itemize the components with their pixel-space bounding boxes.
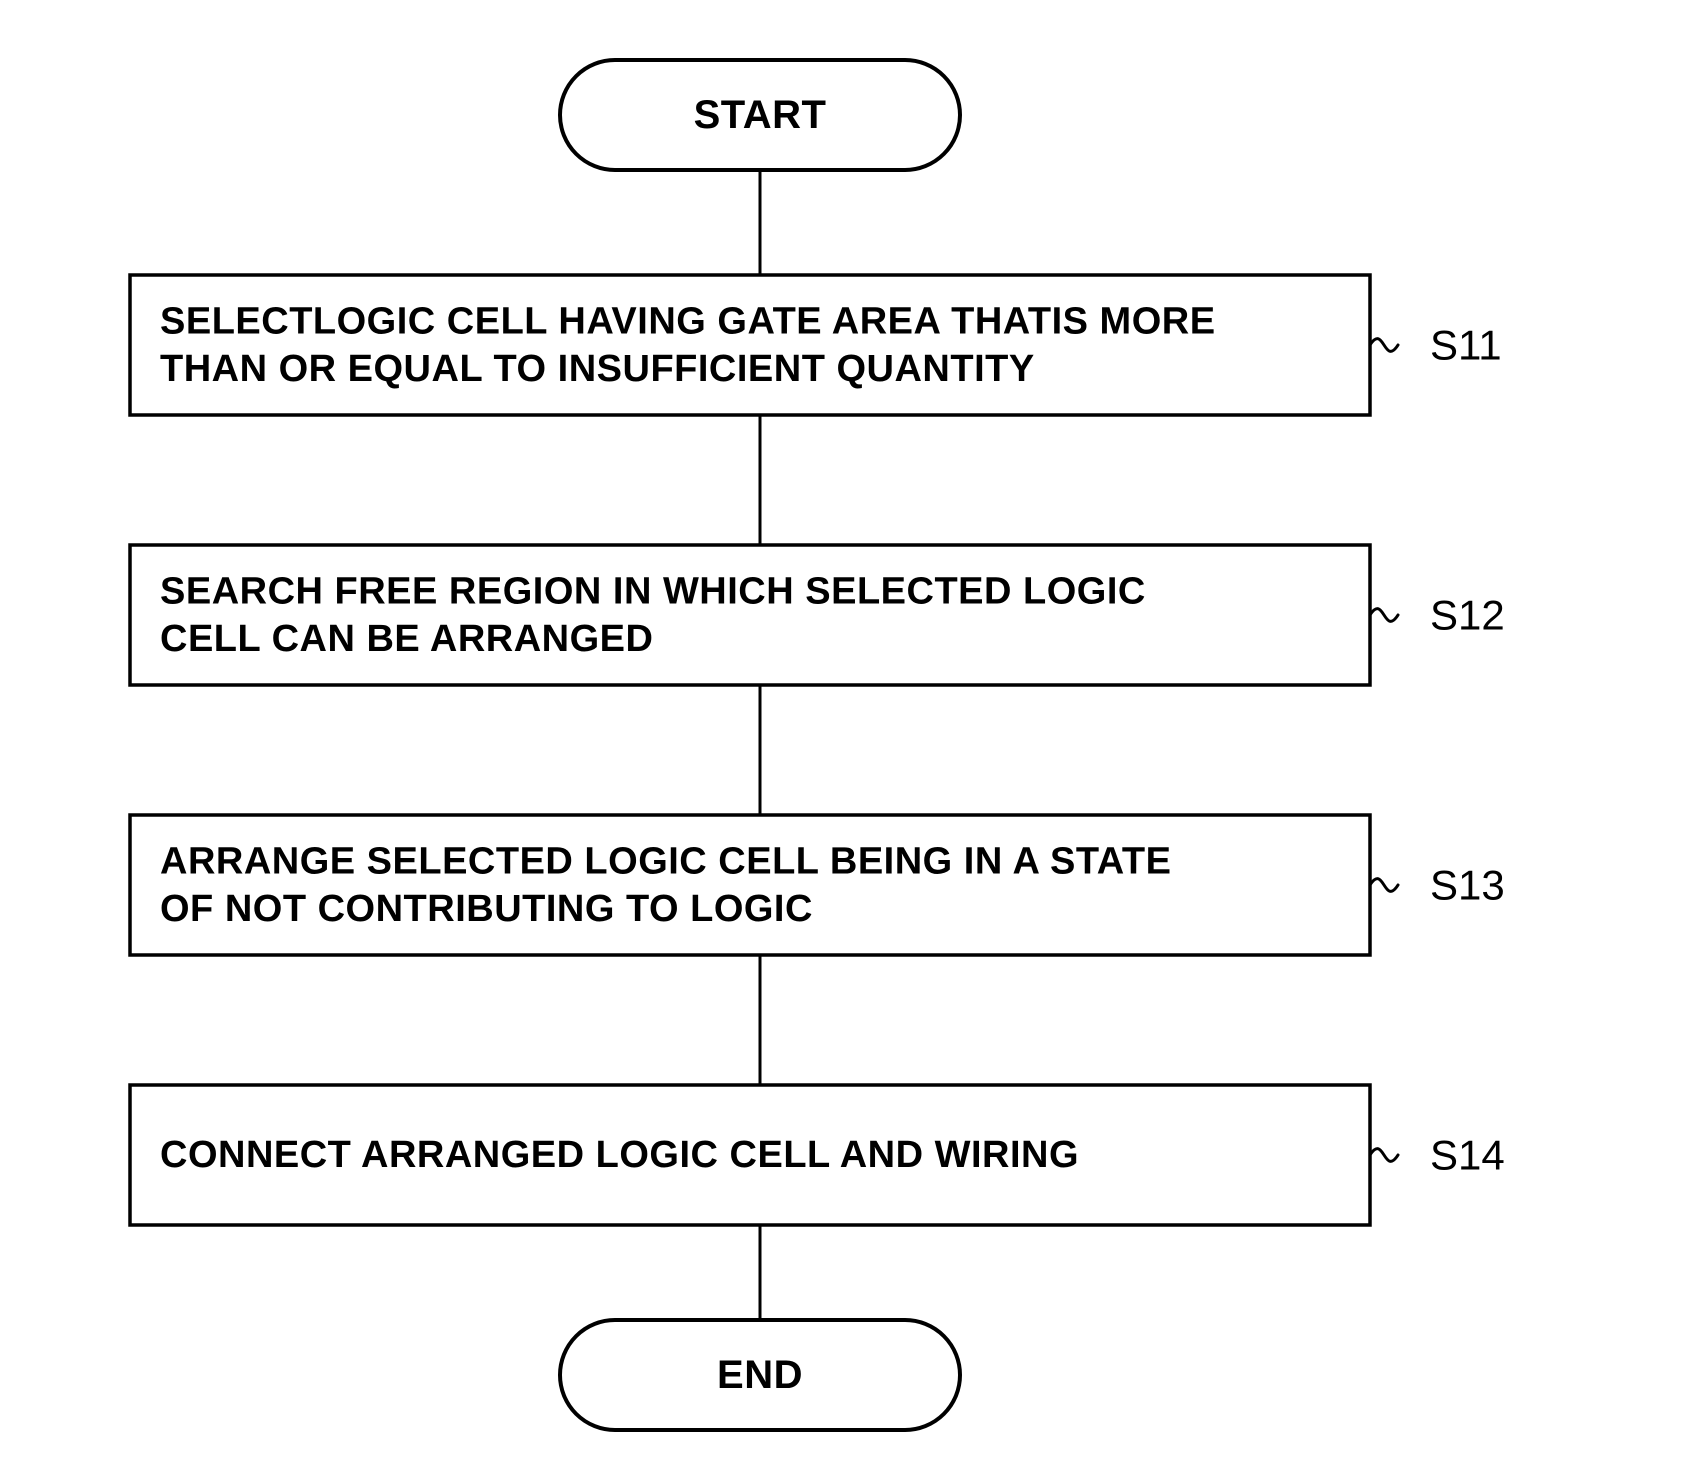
step-text-line: CONNECT ARRANGED LOGIC CELL AND WIRING bbox=[160, 1134, 1079, 1176]
step-text-line: SEARCH FREE REGION IN WHICH SELECTED LOG… bbox=[160, 570, 1146, 612]
step-text-line: CELL CAN BE ARRANGED bbox=[160, 618, 653, 660]
step-text-line: OF NOT CONTRIBUTING TO LOGIC bbox=[160, 888, 813, 930]
step-s14: CONNECT ARRANGED LOGIC CELL AND WIRING bbox=[130, 1085, 1370, 1225]
step-label: S13 bbox=[1430, 862, 1505, 909]
step-text-line: ARRANGE SELECTED LOGIC CELL BEING IN A S… bbox=[160, 840, 1171, 882]
start-terminator-label: START bbox=[694, 93, 827, 137]
step-label: S11 bbox=[1430, 322, 1502, 369]
step-s12: SEARCH FREE REGION IN WHICH SELECTED LOG… bbox=[130, 545, 1370, 685]
end-terminator: END bbox=[560, 1320, 960, 1430]
step-text-line: SELECTLOGIC CELL HAVING GATE AREA THATIS… bbox=[160, 300, 1216, 342]
step-s11: SELECTLOGIC CELL HAVING GATE AREA THATIS… bbox=[130, 275, 1370, 415]
flowchart-diagram: START SELECTLOGIC CELL HAVING GATE AREA T… bbox=[0, 0, 1682, 1461]
step-label: S12 bbox=[1430, 592, 1505, 639]
start-terminator: START bbox=[560, 60, 960, 170]
end-terminator-label: END bbox=[717, 1353, 803, 1397]
step-s13: ARRANGE SELECTED LOGIC CELL BEING IN A S… bbox=[130, 815, 1370, 955]
step-label: S14 bbox=[1430, 1132, 1505, 1179]
step-text-line: THAN OR EQUAL TO INSUFFICIENT QUANTITY bbox=[160, 348, 1035, 390]
